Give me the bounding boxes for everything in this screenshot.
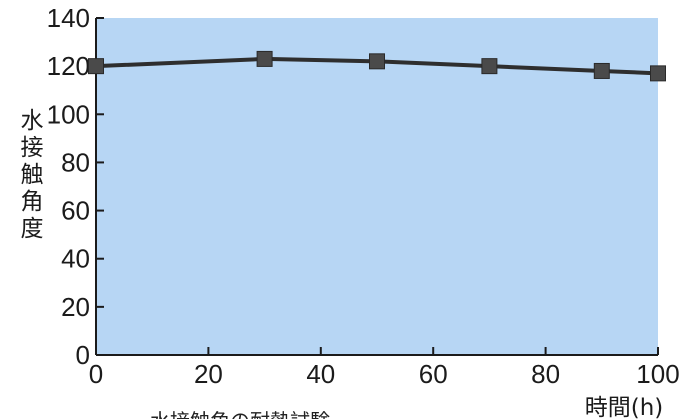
y-axis-label: 水接触角度 — [21, 108, 44, 242]
y-tick-label: 100 — [47, 99, 90, 129]
series-line — [95, 56, 659, 76]
y-tick-label: 40 — [61, 244, 90, 274]
x-tick-label: 80 — [531, 359, 560, 389]
y-tick-label: 80 — [61, 147, 90, 177]
data-point-marker — [88, 58, 104, 75]
y-tick-label: 20 — [61, 292, 90, 322]
y-ticks: 0 20 40 60 80 100 120 140 — [47, 3, 104, 370]
y-tick-label: 140 — [47, 3, 90, 33]
x-tick-label: 0 — [89, 359, 103, 389]
data-point-marker — [650, 65, 666, 82]
x-tick-label: 100 — [636, 359, 679, 389]
x-axis-label: 時間(h) — [585, 395, 664, 419]
x-tick-label: 40 — [306, 359, 335, 389]
axes — [95, 18, 658, 356]
x-tick-label: 60 — [419, 359, 448, 389]
chart-caption: 水接触角の耐熱試験 — [150, 409, 330, 419]
y-tick-label: 0 — [76, 340, 90, 370]
y-tick-label: 60 — [61, 196, 90, 226]
plot-area — [96, 18, 658, 355]
data-point-marker — [593, 62, 610, 79]
data-point-marker — [256, 50, 273, 67]
data-point-marker — [369, 53, 385, 70]
data-point-marker — [481, 58, 498, 75]
y-tick-label: 120 — [47, 51, 90, 81]
x-tick-label: 20 — [194, 359, 223, 389]
x-ticks: 0 20 40 60 80 100 — [89, 347, 680, 389]
series-layer — [88, 50, 666, 82]
